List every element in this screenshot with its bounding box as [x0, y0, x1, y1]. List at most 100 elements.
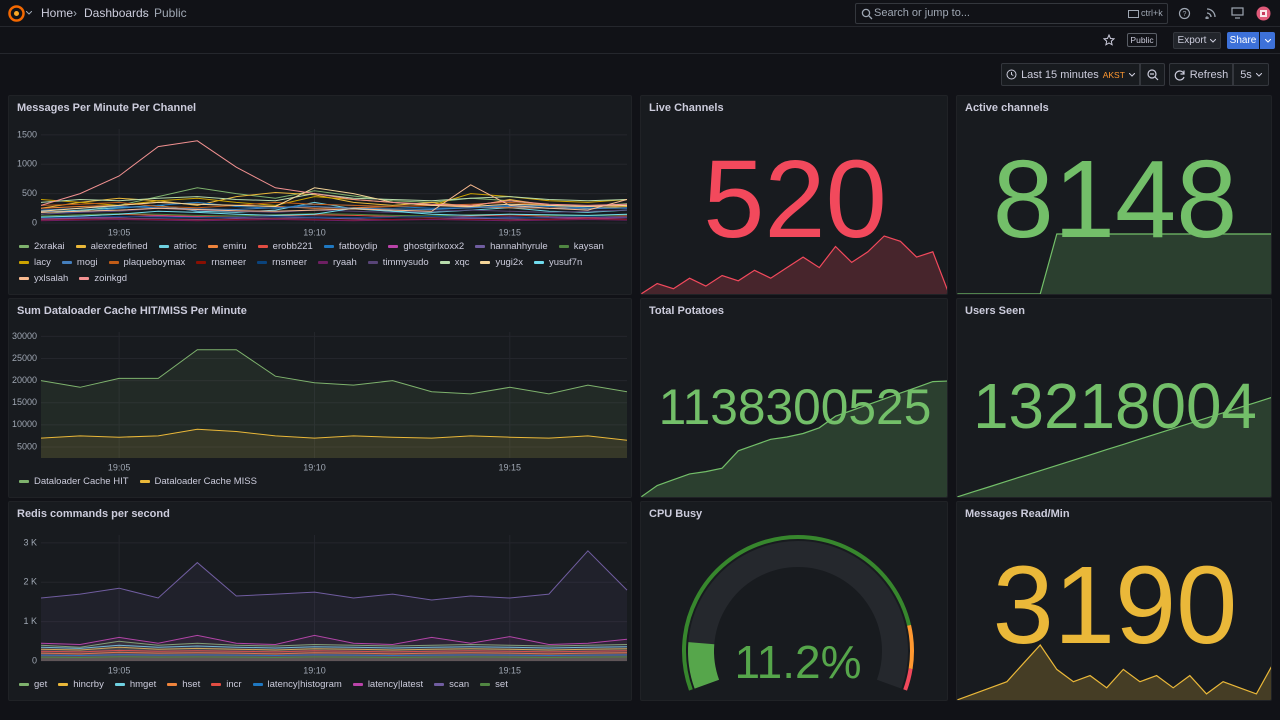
refresh-label: Refresh	[1189, 68, 1229, 81]
legend-item: emiru	[207, 239, 247, 253]
legend-swatch	[75, 244, 86, 248]
logo-chevron[interactable]	[26, 11, 32, 16]
logo[interactable]	[8, 5, 25, 22]
legend-label: get	[34, 678, 48, 690]
series-line	[40, 550, 628, 601]
sparkline	[957, 397, 1271, 497]
breadcrumb[interactable]: Home	[41, 6, 74, 20]
series-line	[40, 218, 628, 222]
y-tick-label: 25000	[12, 353, 37, 363]
x-tick-label: 19:15	[499, 227, 522, 237]
legend-label: xqc	[454, 256, 470, 268]
zoom-out-button[interactable]	[1140, 63, 1165, 86]
user-avatar[interactable]	[1256, 6, 1271, 21]
legend-item: timmysudo	[367, 255, 429, 269]
panel-title: Messages Read/Min	[965, 508, 1070, 520]
legend-label: timmysudo	[382, 256, 429, 268]
series-line	[40, 201, 628, 209]
x-tick-label: 19:10	[303, 665, 326, 675]
y-tick-label: 1000	[17, 159, 37, 169]
y-tick-label: 30000	[12, 331, 37, 341]
x-tick-label: 19:15	[499, 665, 522, 675]
panel: 8148 Active channels	[956, 95, 1272, 295]
panel-graphic: 0 1 K 2 K 3 K 19:05 19:10 19:15	[23, 535, 628, 675]
panel-title: Messages Per Minute Per Channel	[17, 102, 197, 114]
news-icon[interactable]	[1205, 7, 1217, 19]
legend-item: ghostgirlxoxx2	[388, 239, 464, 253]
series-line	[40, 187, 628, 215]
legend-label: yxlsalah	[34, 272, 69, 284]
legend-item: Dataloader Cache HIT	[19, 474, 129, 488]
series-line	[40, 205, 628, 211]
breadcrumb-separator: ›	[73, 6, 77, 20]
panel: 0 500 1000 1500 19:05 19:10 19:15 Messages Per …	[8, 95, 632, 295]
chevron	[1210, 38, 1217, 43]
sparkline	[957, 233, 1271, 294]
timezone: AKST	[1102, 69, 1125, 80]
export-button[interactable]: Export	[1173, 32, 1221, 49]
legend-label: hincrby	[73, 678, 104, 690]
panel-title: Active channels	[965, 102, 1049, 114]
refresh-button[interactable]: Refresh	[1169, 63, 1233, 86]
gauge-track	[688, 541, 908, 689]
panel-title: Users Seen	[965, 305, 1025, 317]
refresh-interval[interactable]: 5s	[1233, 63, 1269, 86]
search-shortcut: ctrl+k	[1141, 8, 1163, 18]
legend-item: fatboydip	[323, 239, 377, 253]
stat-value: 520	[703, 138, 887, 261]
sparkline-area	[957, 645, 1271, 700]
legend-item: Dataloader Cache MISS	[139, 474, 257, 488]
legend-swatch	[19, 479, 29, 483]
breadcrumb-separator: ›	[142, 6, 146, 20]
x-tick-label: 19:15	[499, 462, 522, 472]
threshold-band	[682, 535, 912, 691]
legend-swatch	[323, 244, 334, 248]
y-tick-label: 5000	[17, 441, 37, 451]
legend-swatch	[19, 276, 29, 280]
search-icon	[861, 8, 873, 20]
legend-swatch	[480, 260, 491, 264]
legend-item: yusuf7n	[533, 255, 582, 269]
stat-value: 8148	[993, 138, 1238, 261]
public-label: Public	[1130, 35, 1154, 45]
legend-label: 2xrakai	[34, 240, 65, 252]
search-box[interactable]: Search or jump to... ctrl+k	[855, 3, 1168, 24]
y-tick-label: 1500	[17, 129, 37, 139]
share-menu-button[interactable]	[1260, 32, 1275, 49]
share-button[interactable]: Share	[1227, 32, 1259, 49]
panel-graphic: 11.2%	[682, 535, 914, 691]
share-label: Share	[1229, 35, 1257, 46]
legend-label: zoinkgd	[94, 272, 128, 284]
breadcrumb[interactable]: Dashboards	[84, 6, 149, 20]
x-tick-label: 19:05	[108, 665, 131, 675]
y-tick-label: 0	[32, 217, 37, 227]
legend-swatch	[19, 682, 29, 686]
legend-item: hincrby	[58, 677, 104, 691]
legend-swatch	[367, 260, 378, 264]
series-line	[40, 428, 628, 441]
legend-label: erobb221	[272, 240, 313, 252]
keyboard-icon	[1128, 10, 1139, 18]
legend-swatch	[317, 260, 328, 264]
help-icon[interactable]: ?	[1178, 7, 1191, 20]
time-picker[interactable]: Last 15 minutes AKST	[1001, 63, 1140, 86]
export-label: Export	[1177, 35, 1207, 46]
star-button[interactable]	[1103, 34, 1115, 46]
legend-item: hannahhyrule	[475, 239, 548, 253]
kiosk-icon[interactable]	[1231, 7, 1244, 19]
legend-swatch	[19, 260, 29, 264]
panel: 520 Live Channels	[640, 95, 948, 295]
y-tick-label: 1 K	[23, 616, 37, 626]
y-tick-label: 15000	[12, 397, 37, 407]
legend-swatch	[114, 682, 125, 686]
legend-item: incr	[211, 677, 242, 691]
series-line	[40, 140, 628, 206]
panel: 13218004 Users Seen	[956, 298, 1272, 498]
legend-label: hset	[182, 678, 201, 690]
threshold-band	[907, 624, 914, 670]
legend-swatch	[19, 244, 29, 248]
legend-item: alexredefined	[75, 239, 148, 253]
y-tick-label: 10000	[12, 419, 37, 429]
series-line	[40, 193, 628, 206]
top-bar: Home › Dashboards › Public Search or jum…	[0, 0, 1280, 27]
